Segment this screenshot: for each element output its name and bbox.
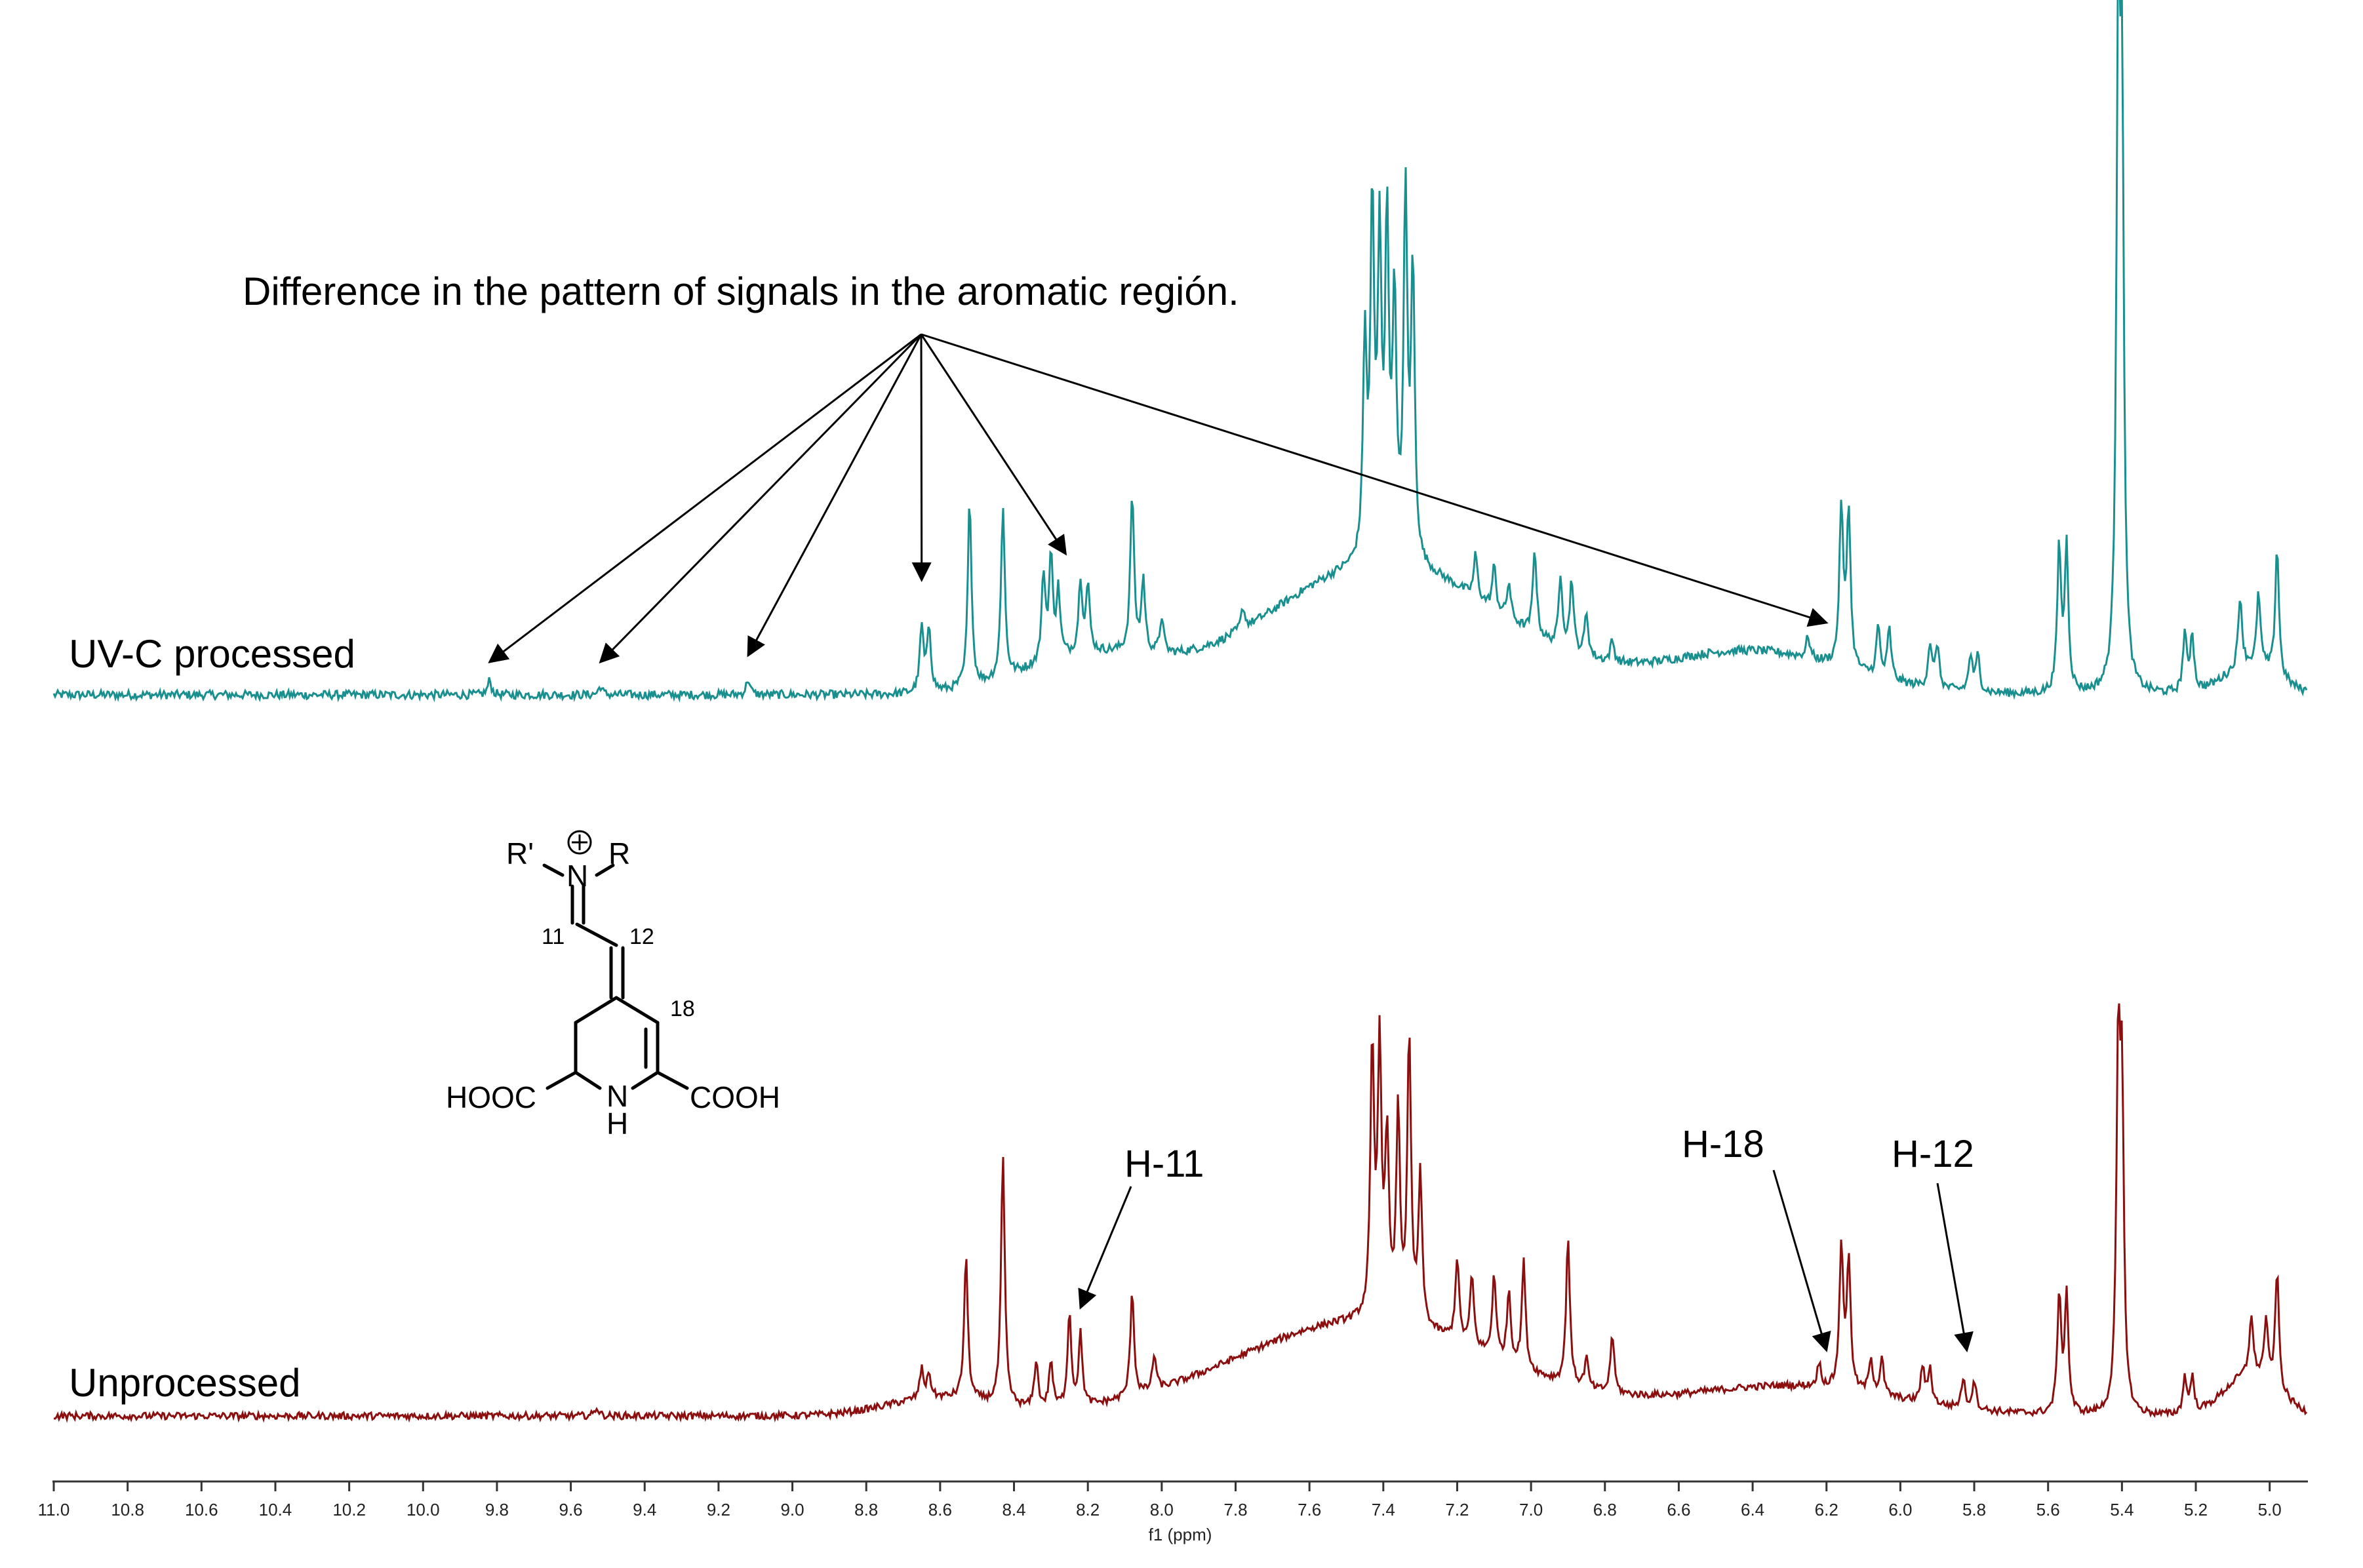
- struct-c18: 18: [670, 996, 695, 1021]
- aromatic-arrow: [920, 334, 1067, 556]
- series-label-uvc: UV-C processed: [69, 632, 355, 676]
- struct-n-plus: N: [566, 859, 588, 893]
- x-tick-label: 6.8: [1593, 1500, 1617, 1519]
- struct-cooh: COOH: [690, 1080, 780, 1114]
- x-tick-label: 8.0: [1150, 1500, 1174, 1519]
- aromatic-arrow: [599, 333, 923, 664]
- x-tick-label: 11.0: [38, 1500, 70, 1519]
- x-tick-label: 5.2: [2184, 1500, 2208, 1519]
- x-tick-label: 10.4: [259, 1500, 292, 1519]
- x-tick-label: 8.2: [1076, 1500, 1100, 1519]
- x-tick-label: 9.0: [780, 1500, 804, 1519]
- struct-nh-h: H: [606, 1107, 628, 1141]
- struct-c12: 12: [629, 924, 654, 949]
- x-tick-label: 10.2: [332, 1500, 366, 1519]
- spectrum-trace-uvc-processed: [52, 0, 2308, 703]
- x-tick-label: 9.4: [633, 1500, 656, 1519]
- x-tick-label: 7.2: [1445, 1500, 1469, 1519]
- x-tick-label: 7.0: [1519, 1500, 1543, 1519]
- struct-r-prime: R': [506, 836, 534, 871]
- h-annotation-arrow: [1936, 1183, 1974, 1352]
- x-axis-ticks: 11.0 10.8 10.6 10.4 10.2 10.0 9.8 9.6 9.4 9.2 9.0 8…: [38, 1481, 2282, 1519]
- h18-label: H-18: [1682, 1123, 1764, 1166]
- spectrum-trace-unprocessed: [53, 1003, 2308, 1423]
- struct-hooc: HOOC: [446, 1080, 536, 1114]
- x-axis-label: f1 (ppm): [1149, 1525, 1212, 1544]
- struct-r: R: [608, 836, 630, 871]
- x-tick-label: 9.2: [707, 1500, 730, 1519]
- struct-nh-n: N: [606, 1079, 628, 1113]
- x-tick-label: 8.8: [854, 1500, 878, 1519]
- x-tick-label: 7.4: [1372, 1500, 1395, 1519]
- aromatic-annotation-arrows: [488, 333, 1829, 664]
- aromatic-arrow: [747, 334, 923, 657]
- x-tick-label: 7.6: [1298, 1500, 1321, 1519]
- x-tick-label: 6.4: [1741, 1500, 1764, 1519]
- x-tick-label: 5.8: [1962, 1500, 1986, 1519]
- series-label-unprocessed: Unprocessed: [69, 1361, 301, 1405]
- h-annotation-arrows: [1078, 1169, 1974, 1352]
- x-tick-label: 10.0: [407, 1500, 440, 1519]
- aromatic-arrow: [921, 333, 1829, 627]
- x-tick-label: 5.0: [2258, 1500, 2282, 1519]
- h11-label: H-11: [1124, 1143, 1204, 1185]
- x-tick-label: 9.6: [559, 1500, 583, 1519]
- x-tick-label: 9.8: [485, 1500, 509, 1519]
- x-tick-label: 6.2: [1815, 1500, 1838, 1519]
- x-tick-label: 6.0: [1888, 1500, 1912, 1519]
- struct-c11: 11: [542, 924, 565, 949]
- x-tick-label: 8.6: [928, 1500, 952, 1519]
- x-tick-label: 10.6: [185, 1500, 218, 1519]
- aromatic-arrow: [488, 333, 922, 663]
- x-tick-label: 5.6: [2036, 1500, 2060, 1519]
- aromatic-arrow: [911, 334, 932, 582]
- x-tick-label: 5.4: [2110, 1500, 2134, 1519]
- h12-label: H-12: [1892, 1133, 1974, 1175]
- h-annotation-arrow: [1078, 1186, 1132, 1310]
- x-tick-label: 10.8: [111, 1500, 144, 1519]
- betacyanin-structure-diagram: R' N R 11 12 18 HOOC COOH N H: [446, 830, 780, 1141]
- x-tick-label: 8.4: [1002, 1500, 1025, 1519]
- aromatic-annotation-text: Difference in the pattern of signals in …: [243, 269, 1239, 313]
- x-tick-label: 6.6: [1667, 1500, 1690, 1519]
- h-annotation-arrow: [1772, 1169, 1831, 1352]
- x-tick-label: 7.8: [1223, 1500, 1247, 1519]
